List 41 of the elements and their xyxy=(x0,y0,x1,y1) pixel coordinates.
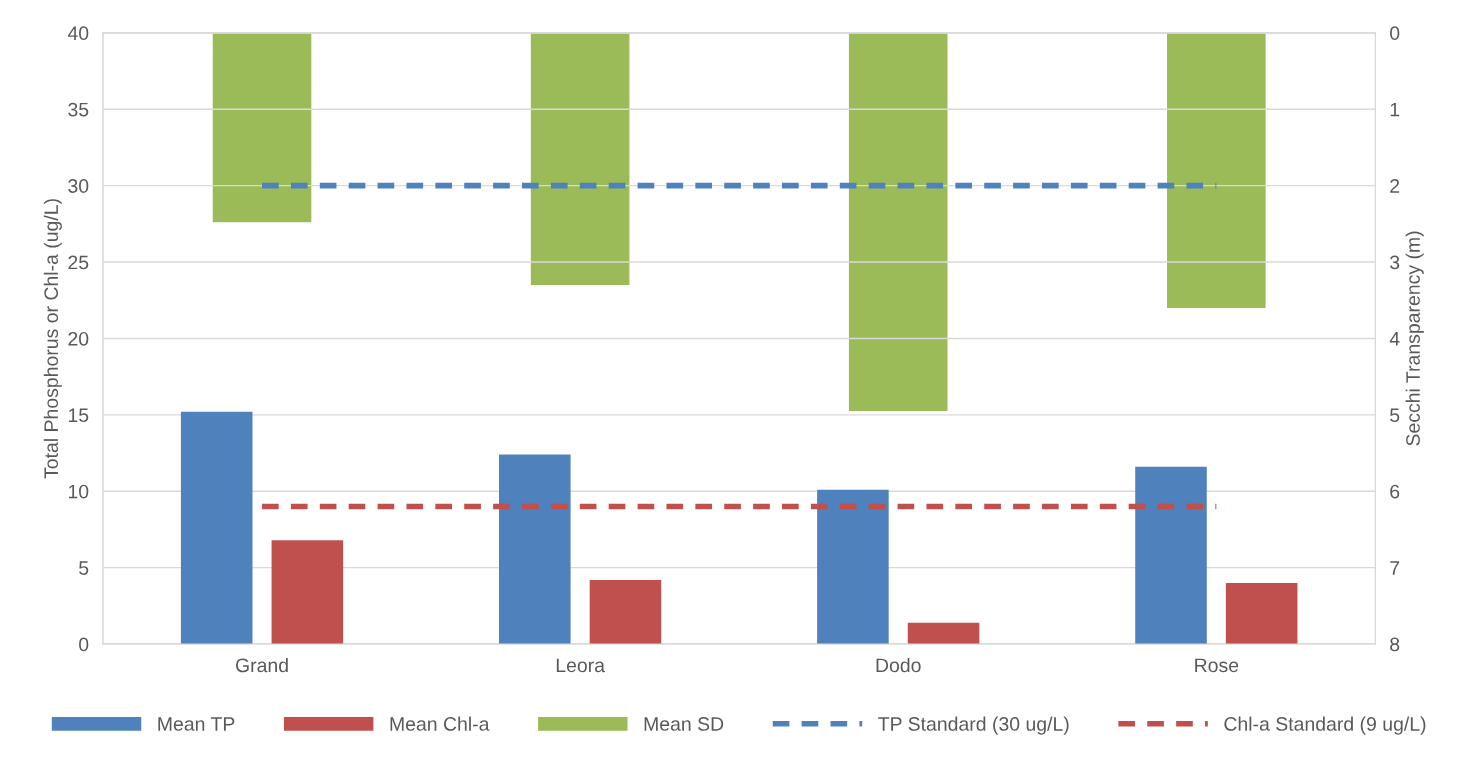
bar xyxy=(1167,32,1266,308)
y-tick-label: 15 xyxy=(68,408,89,423)
bar xyxy=(848,32,948,412)
y-tick-label: 0 xyxy=(79,637,89,652)
y-tick-label: 40 xyxy=(67,26,89,41)
x-tick-label: Dodo xyxy=(876,657,921,673)
bar xyxy=(1225,582,1298,645)
y2-tick-label: 6 xyxy=(1390,484,1400,499)
y2-tick-label: 0 xyxy=(1390,26,1400,41)
bar xyxy=(212,32,312,223)
x-tick-label: Grand xyxy=(235,657,288,673)
y-tick-label: 30 xyxy=(68,179,89,193)
y2-tick-label: 1 xyxy=(1390,102,1400,117)
y2-axis-title: Secchi Transparency (m) xyxy=(1405,231,1424,446)
y2-tick-label: 2 xyxy=(1390,179,1400,193)
bar xyxy=(1135,466,1207,645)
y-tick-label: 25 xyxy=(68,255,89,270)
y2-tick-label: 8 xyxy=(1390,637,1400,652)
y2-tick-label: 7 xyxy=(1390,561,1400,575)
y-tick-label: 20 xyxy=(68,331,89,346)
bar xyxy=(271,540,344,645)
bar xyxy=(530,32,630,285)
y2-tick-label: 4 xyxy=(1389,332,1400,346)
y-tick-label: 35 xyxy=(68,102,89,117)
legend-label: Mean Chl-a xyxy=(390,716,490,731)
x-tick-label: Leora xyxy=(556,658,605,673)
legend-label: TP Standard (30 ug/L) xyxy=(878,716,1069,735)
y2-tick-label: 5 xyxy=(1390,408,1400,423)
legend-label: Chl-a Standard (9 ug/L) xyxy=(1224,716,1426,735)
legend-label: Mean SD xyxy=(644,717,724,731)
x-tick-label: Rose xyxy=(1195,658,1239,673)
y-tick-label: 5 xyxy=(79,561,89,575)
bar xyxy=(817,489,889,645)
y2-tick-label: 3 xyxy=(1390,255,1400,270)
bar xyxy=(589,579,662,645)
bar xyxy=(499,454,571,645)
legend-label: Mean TP xyxy=(158,717,235,731)
bar xyxy=(180,411,253,645)
y-tick-label: 10 xyxy=(68,484,89,499)
bar xyxy=(907,622,980,645)
y-axis-title: Total Phosphorus or Chl-a (ug/L) xyxy=(43,199,62,479)
